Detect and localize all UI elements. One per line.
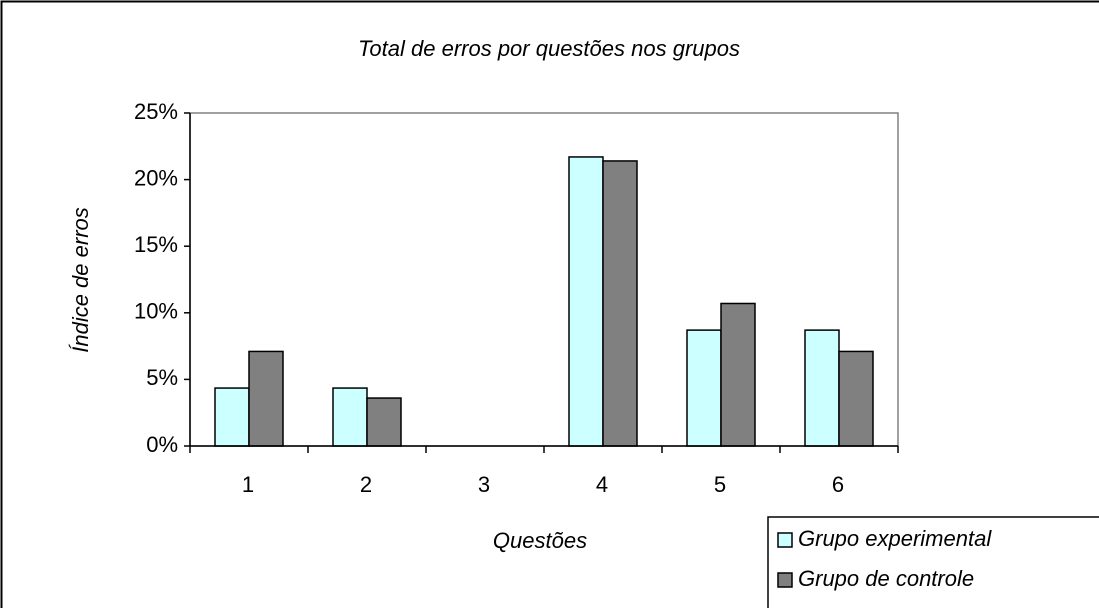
y-tick-label: 10% [134, 299, 178, 324]
bar [569, 157, 603, 446]
x-tick-label: 6 [832, 472, 844, 497]
bar [721, 303, 755, 446]
x-axis-title: Questões [493, 528, 587, 553]
legend-swatch [778, 533, 792, 547]
bar [603, 161, 637, 446]
legend-label: Grupo de controle [798, 566, 974, 591]
bar [805, 330, 839, 446]
y-tick-label: 0% [146, 432, 178, 457]
y-tick-label: 20% [134, 165, 178, 190]
x-tick-label: 2 [360, 472, 372, 497]
bar [367, 398, 401, 446]
y-tick-label: 25% [134, 99, 178, 124]
y-tick-label: 15% [134, 232, 178, 257]
bar [333, 388, 367, 446]
bar [839, 351, 873, 446]
x-tick-label: 3 [478, 472, 490, 497]
x-tick-label: 4 [596, 472, 608, 497]
legend-swatch [778, 573, 792, 587]
y-tick-label: 5% [146, 365, 178, 390]
bar [249, 351, 283, 446]
x-tick-label: 5 [714, 472, 726, 497]
legend-label: Grupo experimental [798, 526, 992, 551]
bar [215, 388, 249, 446]
chart-title: Total de erros por questões nos grupos [358, 36, 740, 61]
y-axis-title: Índice de erros [68, 207, 93, 353]
x-tick-label: 1 [242, 472, 254, 497]
bar [687, 330, 721, 446]
